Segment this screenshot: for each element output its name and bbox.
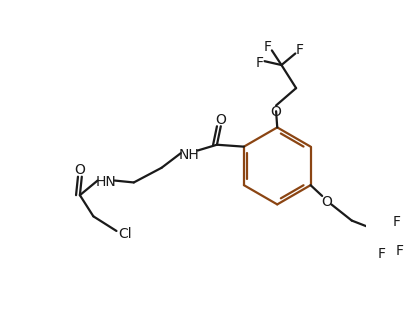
- Text: F: F: [255, 57, 263, 70]
- Text: NH: NH: [179, 148, 200, 162]
- Text: Cl: Cl: [118, 227, 132, 241]
- Text: F: F: [296, 43, 304, 57]
- Text: HN: HN: [96, 175, 116, 189]
- Text: F: F: [393, 215, 401, 229]
- Text: F: F: [395, 244, 404, 258]
- Text: F: F: [264, 40, 272, 54]
- Text: F: F: [377, 247, 386, 261]
- Text: O: O: [74, 164, 85, 178]
- Text: O: O: [322, 195, 332, 209]
- Text: O: O: [215, 113, 226, 127]
- Text: O: O: [271, 105, 282, 119]
